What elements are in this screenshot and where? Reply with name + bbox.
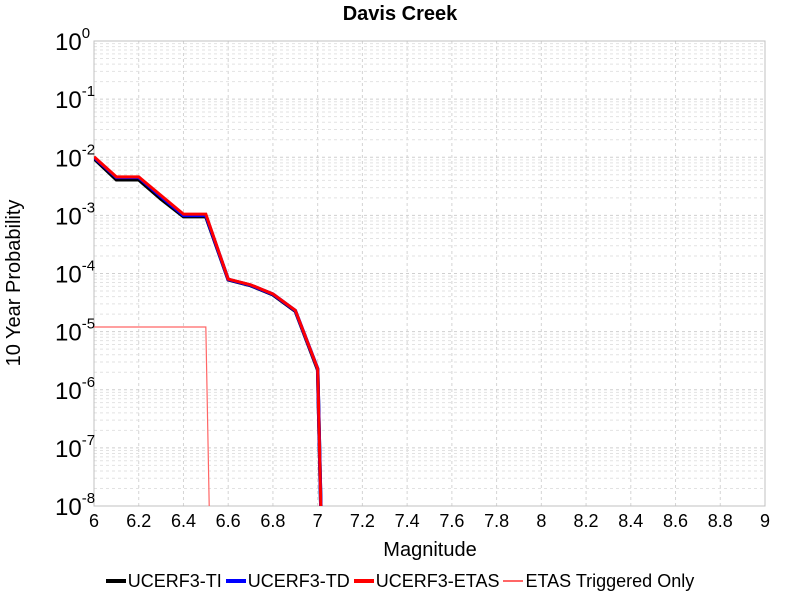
x-axis-ticks: 6 6.2 6.4 6.6 6.8 7 7.2 7.4 7.6 7.8 8 8.2 8.4 8.6 8.8 9: [89, 511, 770, 531]
x-tick-label: 6.2: [126, 511, 151, 531]
grid: [93, 41, 766, 507]
x-tick-label: 6.6: [216, 511, 241, 531]
x-tick-label: 8.8: [708, 511, 733, 531]
legend-swatch: [105, 579, 126, 583]
x-tick-label: 7.4: [395, 511, 420, 531]
series-line-ucerf3-etas: [94, 155, 323, 506]
legend-label: UCERF3-TD: [247, 570, 350, 591]
y-tick-label: 10-3: [55, 199, 95, 230]
y-tick-label: 10-1: [55, 83, 95, 114]
series-line-etas-triggered-only: [94, 326, 210, 506]
legend-swatch: [225, 579, 246, 583]
legend-label: UCERF3-ETAS: [375, 570, 500, 591]
x-tick-label: 7.2: [350, 511, 375, 531]
legend: UCERF3-TI UCERF3-TD UCERF3-ETAS ETAS Trigge…: [0, 568, 800, 594]
x-axis-label: Magnitude: [383, 539, 476, 561]
x-tick-label: 8.4: [618, 511, 643, 531]
chart-title: Davis Creek: [343, 3, 458, 25]
x-tick-label: 6.4: [171, 511, 196, 531]
legend-label: UCERF3-TI: [127, 570, 222, 591]
legend-swatch: [503, 580, 524, 582]
x-tick-label: 8.2: [574, 511, 599, 531]
x-tick-label: 6.8: [260, 511, 285, 531]
x-tick-label: 9: [760, 511, 770, 531]
plot-area: [93, 40, 766, 507]
y-tick-label: 100: [55, 25, 90, 56]
x-tick-label: 7: [313, 511, 323, 531]
legend-label: ETAS Triggered Only: [525, 570, 695, 591]
y-axis-ticks: 100 10-1 10-2 10-3 10-4 10-5 10-6 10-7 10-8: [55, 25, 95, 521]
y-tick-label: 10-7: [55, 432, 95, 463]
legend-item-etas-triggered-only: ETAS Triggered Only: [503, 571, 694, 592]
y-tick-label: 10-5: [55, 316, 95, 347]
y-tick-label: 10-4: [55, 258, 95, 289]
x-tick-label: 8.6: [663, 511, 688, 531]
legend-item-ucerf3-ti: UCERF3-TI: [105, 570, 222, 592]
legend-swatch: [353, 579, 374, 583]
y-axis-label: 10 Year Probability: [3, 200, 25, 367]
series-layer: [94, 155, 323, 506]
legend-item-ucerf3-etas: UCERF3-ETAS: [353, 570, 500, 592]
y-tick-label: 10-6: [55, 374, 95, 405]
x-tick-label: 7.6: [439, 511, 464, 531]
y-tick-label: 10-8: [55, 490, 95, 521]
y-tick-label: 10-2: [55, 141, 95, 172]
x-tick-label: 7.8: [484, 511, 509, 531]
x-tick-label: 8: [536, 511, 546, 531]
legend-item-ucerf3-td: UCERF3-TD: [225, 570, 350, 592]
x-tick-label: 6: [89, 511, 99, 531]
